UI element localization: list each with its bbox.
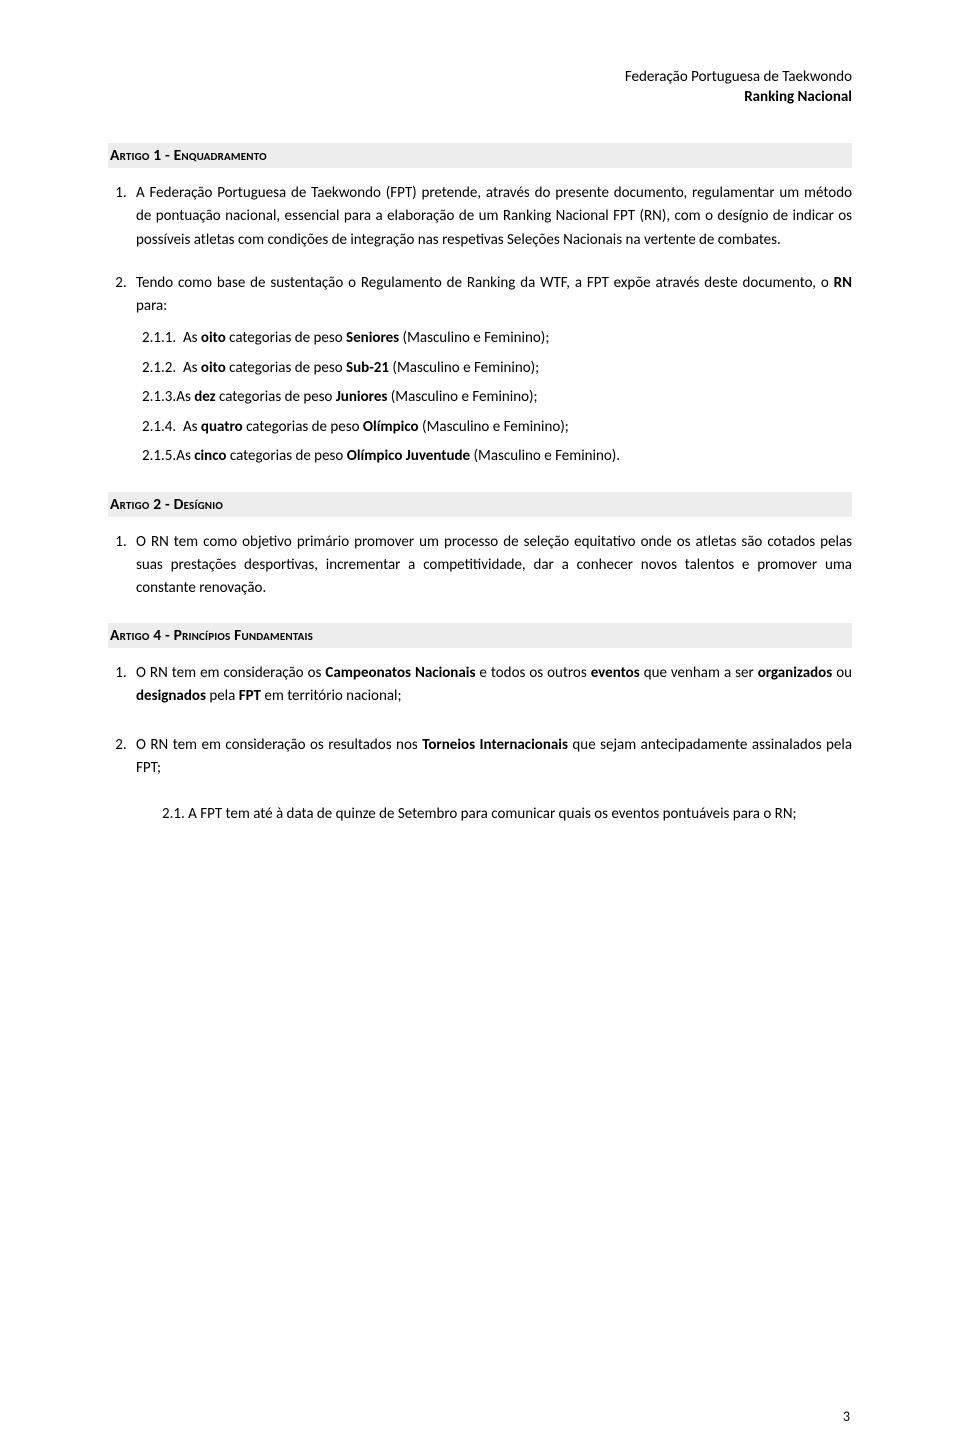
article-1-p2-intro: Tendo como base de sustentação o Regulam… xyxy=(136,274,834,292)
sub-tail: (Masculino e Feminino); xyxy=(419,418,569,436)
sub-b2: Olímpico Juventude xyxy=(347,447,470,465)
article-1-p2-rn: RN xyxy=(834,274,852,292)
sub-num: 2.1.4. xyxy=(142,418,176,436)
article-4-heading: Artigo 4 - Princípios Fundamentais xyxy=(108,623,852,648)
a4-p1-a: O RN tem em consideração os xyxy=(136,664,325,682)
a4-p1-b4: designados xyxy=(136,687,206,705)
article-1-p2-after: para: xyxy=(136,297,167,315)
sub-b1: oito xyxy=(201,359,226,377)
article-1-heading: Artigo 1 - Enquadramento xyxy=(108,143,852,168)
a4-p1-b1: Campeonatos Nacionais xyxy=(325,664,475,682)
page: Federação Portuguesa de Taekwondo Rankin… xyxy=(0,0,960,1453)
article-4-sub-21: 2.1. A FPT tem até à data de quinze de S… xyxy=(162,803,852,826)
sub-txt-a: As xyxy=(183,418,201,436)
header-title: Ranking Nacional xyxy=(108,88,852,108)
sub-num: 2.1.5. xyxy=(142,447,176,465)
a4-p1-g: em território nacional; xyxy=(261,687,402,705)
sub-txt-a: As xyxy=(183,329,201,347)
sub-b2: Sub-21 xyxy=(346,359,389,377)
article-4-item-2: O RN tem em consideração os resultados n… xyxy=(130,734,852,826)
sub-tail: (Masculino e Feminino). xyxy=(470,447,620,465)
sub-num: 2.1.3. xyxy=(142,388,176,406)
sub-b1: quatro xyxy=(201,418,243,436)
article-2-p1-text: O RN tem como objetivo primário promover… xyxy=(136,533,852,598)
article-2-item-1: O RN tem como objetivo primário promover… xyxy=(130,531,852,601)
sub-item-211: 2.1.1. As oito categorias de peso Senior… xyxy=(142,326,852,352)
article-1-list: A Federação Portuguesa de Taekwondo (FPT… xyxy=(108,182,852,470)
sub-item-214: 2.1.4. As quatro categorias de peso Olím… xyxy=(142,415,852,441)
sub-mid: categorias de peso xyxy=(226,329,346,347)
sub-txt-a: As xyxy=(176,388,194,406)
page-number: 3 xyxy=(843,1408,850,1425)
header-org: Federação Portuguesa de Taekwondo xyxy=(108,68,852,88)
sub-tail: (Masculino e Feminino); xyxy=(387,388,537,406)
sub-b1: cinco xyxy=(194,447,226,465)
a4-p2-b1: Torneios Internacionais xyxy=(422,736,568,754)
sub-b2: Olímpico xyxy=(363,418,419,436)
a4-p1-c: e todos os outros xyxy=(475,664,590,682)
sub-tail: (Masculino e Feminino); xyxy=(389,359,539,377)
article-1-sublist: 2.1.1. As oito categorias de peso Senior… xyxy=(142,326,852,470)
sub-b2: Juniores xyxy=(336,388,388,406)
sub-mid: categorias de peso xyxy=(226,447,346,465)
sub-txt-a: As xyxy=(176,447,194,465)
a4-p1-e: ou xyxy=(832,664,852,682)
article-4-list: O RN tem em consideração os Campeonatos … xyxy=(108,662,852,826)
sub-b2: Seniores xyxy=(346,329,399,347)
sub-mid: categorias de peso xyxy=(216,388,336,406)
a4-p2-a: O RN tem em consideração os resultados n… xyxy=(136,736,422,754)
sub-num: 2.1.2. xyxy=(142,359,176,377)
article-2-heading: Artigo 2 - Desígnio xyxy=(108,492,852,517)
article-1-p1-text: A Federação Portuguesa de Taekwondo (FPT… xyxy=(136,184,852,249)
page-header: Federação Portuguesa de Taekwondo Rankin… xyxy=(108,68,852,107)
sub-num: 2.1.1. xyxy=(142,329,176,347)
article-1-item-2: Tendo como base de sustentação o Regulam… xyxy=(130,272,852,470)
sub-mid: categorias de peso xyxy=(243,418,363,436)
sub-b1: dez xyxy=(194,388,215,406)
sub-txt-a: As xyxy=(183,359,201,377)
sub-item-212: 2.1.2. As oito categorias de peso Sub-21… xyxy=(142,356,852,382)
article-4-item-1: O RN tem em consideração os Campeonatos … xyxy=(130,662,852,709)
sub-mid: categorias de peso xyxy=(226,359,346,377)
a4-p21-text: A FPT tem até à data de quinze de Setemb… xyxy=(185,805,797,823)
a4-p1-d: que venham a ser xyxy=(640,664,758,682)
a4-p21-num: 2.1. xyxy=(162,805,185,823)
a4-p1-f: pela xyxy=(206,687,239,705)
a4-p1-b5: FPT xyxy=(239,687,261,705)
article-2-list: O RN tem como objetivo primário promover… xyxy=(108,531,852,601)
sub-item-215: 2.1.5.As cinco categorias de peso Olímpi… xyxy=(142,444,852,470)
sub-item-213: 2.1.3.As dez categorias de peso Juniores… xyxy=(142,385,852,411)
a4-p1-b3: organizados xyxy=(758,664,833,682)
a4-p1-b2: eventos xyxy=(591,664,640,682)
article-1-item-1: A Federação Portuguesa de Taekwondo (FPT… xyxy=(130,182,852,252)
sub-b1: oito xyxy=(201,329,226,347)
sub-tail: (Masculino e Feminino); xyxy=(399,329,549,347)
